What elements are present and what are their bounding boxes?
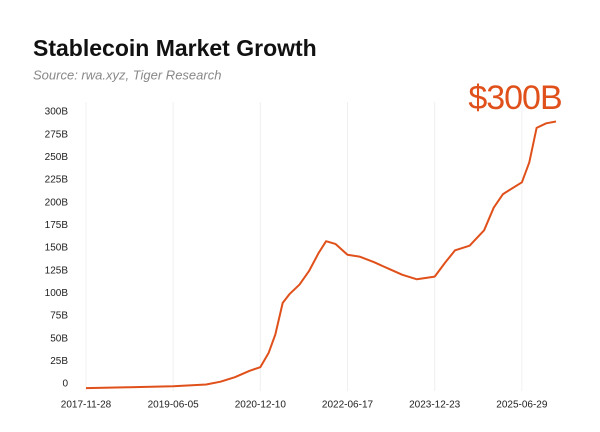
y-tick-label: 125B [45,265,69,276]
y-tick-label: 75B [50,311,68,322]
y-tick-label: 100B [45,288,69,299]
y-tick-label: 175B [45,220,69,231]
x-tick-label: 2022-06-17 [322,400,374,411]
x-tick-label: 2017-11-28 [61,400,112,411]
x-tick-label: 2020-12-10 [235,400,287,411]
y-tick-label: 50B [50,333,68,344]
chart-title: Stablecoin Market Growth [33,35,317,61]
x-tick-label: 2019-06-05 [148,400,200,411]
annotation: $300B [468,79,561,117]
chart-subtitle: Source: rwa.xyz, Tiger Research [33,67,221,82]
y-tick-label: 200B [45,197,69,208]
y-tick-label: 300B [45,107,69,118]
y-tick-label: 0 [62,379,68,390]
y-tick-label: 25B [50,356,68,367]
x-tick-label: 2025-06-29 [496,400,548,411]
y-tick-label: 225B [45,175,69,186]
x-tick-label: 2023-12-23 [409,400,461,411]
line [85,120,557,390]
y-tick-label: 250B [45,152,69,163]
y-tick-label: 150B [45,243,69,254]
y-tick-label: 275B [45,129,69,140]
